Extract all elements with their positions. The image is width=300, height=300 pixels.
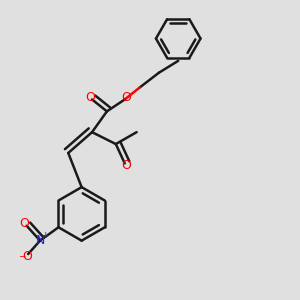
- Text: +: +: [41, 231, 49, 240]
- Text: O: O: [121, 159, 131, 172]
- Text: N: N: [35, 234, 45, 247]
- Text: −: −: [19, 251, 26, 260]
- Text: O: O: [121, 91, 131, 103]
- Text: O: O: [22, 250, 32, 263]
- Text: O: O: [20, 217, 29, 230]
- Text: O: O: [85, 92, 95, 104]
